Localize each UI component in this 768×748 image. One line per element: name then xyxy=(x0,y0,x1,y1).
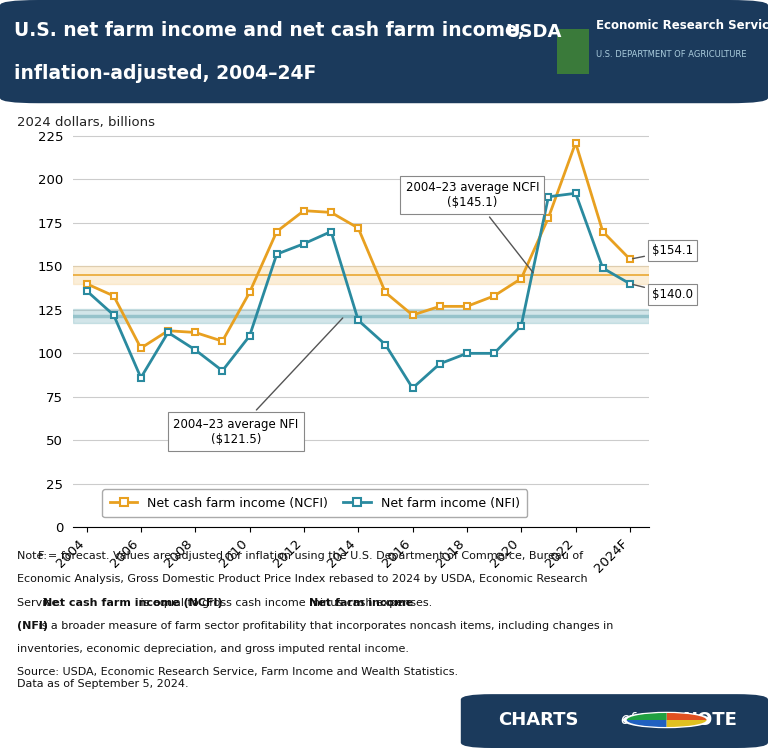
Text: Note:: Note: xyxy=(17,551,51,561)
Wedge shape xyxy=(627,713,667,720)
Bar xyxy=(73,309,649,323)
Text: inflation-adjusted, 2004–24F: inflation-adjusted, 2004–24F xyxy=(14,64,316,83)
Text: USDA: USDA xyxy=(505,22,561,40)
Bar xyxy=(73,266,649,283)
Text: U.S. DEPARTMENT OF AGRICULTURE: U.S. DEPARTMENT OF AGRICULTURE xyxy=(596,49,746,58)
FancyBboxPatch shape xyxy=(0,0,768,103)
Text: F = forecast. Values are adjusted for inflation using the U.S. Department of Com: F = forecast. Values are adjusted for in… xyxy=(38,551,584,561)
Legend: Net cash farm income (NCFI), Net farm income (NFI): Net cash farm income (NCFI), Net farm in… xyxy=(102,489,527,517)
Text: 2004–23 average NFI
($121.5): 2004–23 average NFI ($121.5) xyxy=(174,318,343,446)
Text: $154.1: $154.1 xyxy=(633,244,693,259)
Text: CHARTS: CHARTS xyxy=(498,711,578,729)
Text: Economic Analysis, Gross Domestic Product Price Index rebased to 2024 by USDA, E: Economic Analysis, Gross Domestic Produc… xyxy=(17,574,588,584)
Text: (NFI): (NFI) xyxy=(17,621,48,631)
Text: is equal to gross cash income minus cash expenses.: is equal to gross cash income minus cash… xyxy=(137,598,436,607)
Wedge shape xyxy=(667,720,707,727)
Text: inventories, economic depreciation, and gross imputed rental income.: inventories, economic depreciation, and … xyxy=(17,644,409,654)
Text: Net cash farm income (NCFI): Net cash farm income (NCFI) xyxy=(43,598,223,607)
Text: $140.0: $140.0 xyxy=(633,284,693,301)
Wedge shape xyxy=(667,713,707,720)
Wedge shape xyxy=(627,720,667,727)
Text: of: of xyxy=(621,713,635,728)
Text: U.S. net farm income and net cash farm income,: U.S. net farm income and net cash farm i… xyxy=(14,21,525,40)
Text: Net farm income: Net farm income xyxy=(309,598,413,607)
Text: Source: USDA, Economic Research Service, Farm Income and Wealth Statistics.
Data: Source: USDA, Economic Research Service,… xyxy=(17,667,458,689)
Bar xyxy=(557,29,589,74)
Circle shape xyxy=(624,712,710,728)
Text: Economic Research Service: Economic Research Service xyxy=(596,19,768,31)
Text: 2024 dollars, billions: 2024 dollars, billions xyxy=(17,116,155,129)
FancyBboxPatch shape xyxy=(461,694,768,748)
Text: is a broader measure of farm sector profitability that incorporates noncash item: is a broader measure of farm sector prof… xyxy=(35,621,614,631)
Text: NOTE: NOTE xyxy=(682,711,737,729)
Text: 2004–23 average NCFI
($145.1): 2004–23 average NCFI ($145.1) xyxy=(406,181,539,273)
Text: Service.: Service. xyxy=(17,598,65,607)
